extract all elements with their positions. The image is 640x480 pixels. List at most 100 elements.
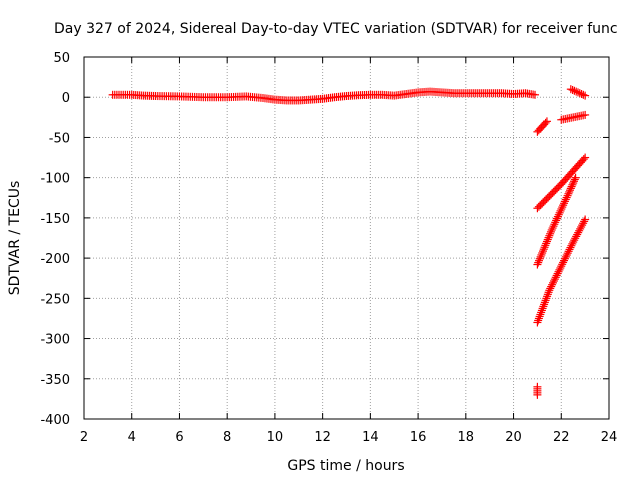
series-main (108, 87, 540, 105)
data-point (539, 245, 548, 254)
y-tick-label: 0 (62, 91, 70, 106)
data-point (560, 256, 569, 265)
data-point (566, 186, 575, 195)
data-point (542, 239, 551, 248)
data-point (566, 184, 575, 193)
data-point (534, 316, 543, 325)
data-point (541, 241, 550, 250)
data-point (570, 86, 579, 95)
data-point (577, 223, 586, 232)
data-point (542, 294, 551, 303)
x-axis-ticks: 2 4 6 8 10 12 14 16 18 20 22 24 (80, 57, 617, 445)
data-point (547, 282, 556, 291)
data-point (536, 252, 545, 261)
data-point (534, 314, 543, 323)
data-point (570, 175, 579, 184)
data-point (570, 236, 579, 245)
data-point (554, 267, 563, 276)
data-point (533, 260, 542, 269)
data-point (569, 179, 578, 188)
data-point (544, 233, 553, 242)
data-point (543, 290, 552, 299)
data-point (548, 280, 557, 289)
data-point (549, 278, 558, 287)
data-point (569, 238, 578, 247)
data-point (568, 180, 577, 189)
data-point (543, 292, 552, 301)
y-axis-label: SDTVAR / TECUs (7, 181, 23, 296)
data-point (581, 110, 590, 119)
data-point (566, 85, 575, 94)
data-point (572, 232, 581, 241)
data-point (531, 90, 540, 99)
data-point (551, 273, 560, 282)
y-tick-label: -400 (40, 413, 70, 428)
data-point (561, 252, 570, 261)
data-point (537, 308, 546, 317)
series-seg-f (533, 215, 590, 327)
data-point (538, 247, 547, 256)
y-tick-label: 50 (53, 51, 70, 66)
data-point (541, 118, 550, 127)
data-point (568, 85, 577, 94)
data-point (551, 218, 560, 227)
data-point (557, 204, 566, 213)
x-tick-label: 22 (553, 430, 570, 445)
data-point (575, 89, 584, 98)
data-point (535, 256, 543, 265)
data-point (567, 241, 576, 250)
data-point (567, 182, 576, 191)
data-point (552, 216, 561, 225)
x-tick-label: 18 (458, 430, 475, 445)
data-point (546, 229, 555, 238)
data-point (553, 214, 562, 223)
data-point (533, 318, 542, 327)
y-tick-label: -350 (40, 373, 70, 388)
data-point (538, 249, 547, 258)
x-tick-label: 2 (80, 430, 88, 445)
data-point (544, 288, 553, 297)
data-series (108, 85, 590, 399)
data-point (570, 177, 578, 186)
data-point (563, 249, 572, 258)
y-axis-ticks: 50 0 -50 -100 -150 -200 -250 -300 -350 -400 (40, 51, 609, 428)
data-point (554, 210, 563, 219)
data-point (562, 251, 571, 260)
data-point (572, 87, 581, 96)
x-tick-label: 8 (223, 430, 231, 445)
data-point (565, 187, 574, 196)
data-point (573, 88, 582, 97)
x-tick-label: 12 (314, 430, 331, 445)
data-point (577, 90, 586, 99)
data-point (553, 212, 562, 221)
data-point (545, 231, 554, 240)
data-point (562, 193, 571, 202)
data-point (579, 90, 588, 99)
grid-lines (84, 57, 609, 419)
data-point (578, 221, 587, 230)
data-point (537, 306, 546, 315)
data-point (576, 224, 585, 233)
data-point (537, 250, 546, 259)
series-seg-e (533, 173, 580, 269)
data-point (574, 228, 583, 237)
data-point (546, 284, 555, 293)
y-tick-label: -50 (49, 131, 70, 146)
series-seg-a (533, 117, 551, 136)
data-point (540, 243, 549, 252)
data-point (568, 239, 577, 248)
x-axis-label: GPS time / hours (287, 458, 404, 474)
data-point (557, 262, 566, 271)
data-point (559, 201, 568, 210)
data-point (565, 245, 574, 254)
data-point (573, 230, 582, 239)
data-point (556, 206, 565, 215)
data-point (581, 215, 590, 224)
series-seg-d (533, 153, 590, 213)
data-point (581, 91, 590, 100)
data-point (535, 312, 544, 321)
data-point (542, 117, 551, 126)
data-point (533, 390, 542, 399)
data-point (543, 235, 552, 244)
